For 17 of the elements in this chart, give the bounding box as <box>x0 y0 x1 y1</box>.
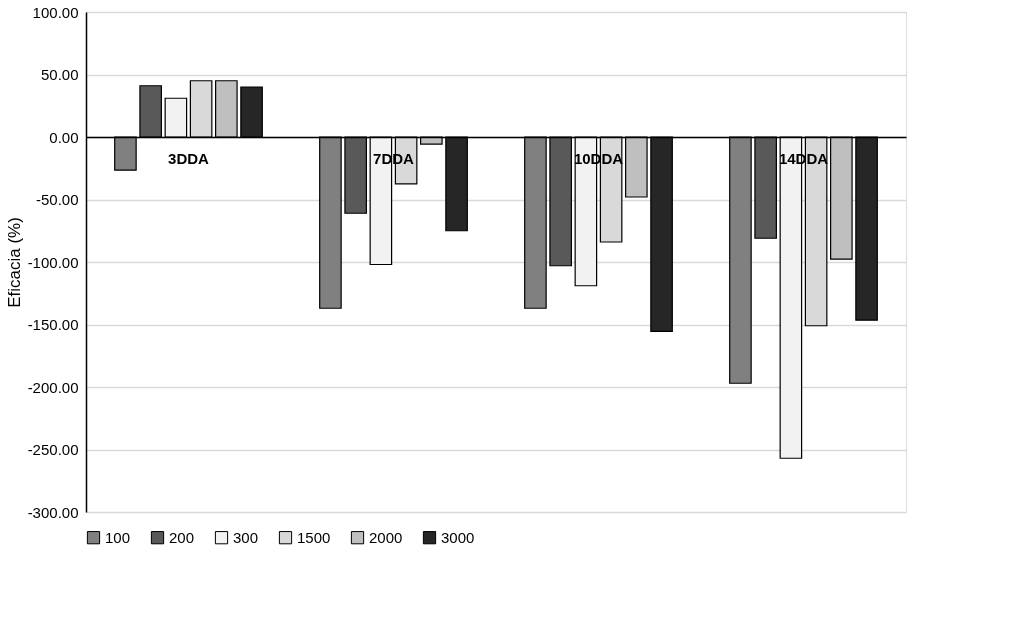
x-tick-label: 3DDA <box>168 149 210 167</box>
y-tick-label: 100.00 <box>32 3 79 21</box>
y-tick-label: 50.00 <box>40 66 79 83</box>
y-axis-title: Eficacia (%) <box>4 217 24 308</box>
y-tick-label: -150.00 <box>27 316 79 333</box>
legend-label: 2000 <box>369 528 403 546</box>
y-tick-label: -100.00 <box>27 253 79 271</box>
y-tick-label: -300.00 <box>27 503 79 521</box>
legend-label: 3000 <box>441 528 475 546</box>
legend-label: 100 <box>105 528 131 546</box>
y-tick-label: -250.00 <box>27 441 79 458</box>
legend-label: 1500 <box>297 528 331 546</box>
y-tick-label: 0.00 <box>49 128 79 146</box>
legend-label: 200 <box>169 528 195 546</box>
legend-label: 300 <box>233 528 259 546</box>
y-tick-label: -50.00 <box>35 191 79 208</box>
y-tick-label: -200.00 <box>27 378 79 396</box>
